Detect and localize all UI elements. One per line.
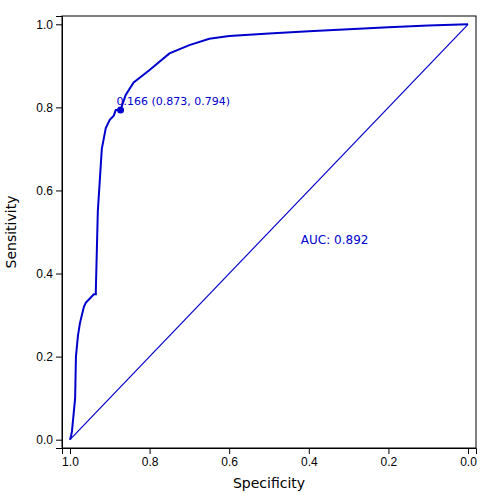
- tick-label: 0.2: [381, 455, 398, 469]
- tick: 0.8: [36, 101, 62, 115]
- tick: 0.8: [142, 448, 159, 469]
- tick: 0.4: [36, 267, 62, 281]
- tick-mark: [468, 448, 469, 454]
- tick-label: 0.4: [301, 455, 318, 469]
- tick-label: 1.0: [36, 18, 53, 32]
- y-axis: 0.0 0.2 0.4 0.6 0.8 1.0: [36, 17, 62, 449]
- tick-mark: [56, 24, 62, 25]
- tick: 0.4: [301, 448, 318, 469]
- tick-label: 0.6: [36, 184, 53, 198]
- roc-curve: [70, 24, 468, 439]
- tick: 1.0: [36, 18, 62, 32]
- tick-label: 0.8: [142, 455, 159, 469]
- tick-label: 0.6: [221, 455, 238, 469]
- tick: 1.0: [62, 448, 79, 469]
- y-axis-title: Sensitivity: [3, 196, 19, 269]
- tick-label: 0.0: [460, 455, 477, 469]
- plot-frame: [62, 16, 476, 448]
- tick-label: 0.0: [36, 433, 53, 447]
- tick: 0.2: [381, 448, 398, 469]
- tick-label: 1.0: [62, 455, 79, 469]
- x-axis-title: Specificity: [233, 475, 305, 491]
- tick-mark: [388, 448, 389, 454]
- annotations: 0.166 (0.873, 0.794) AUC: 0.892: [117, 95, 369, 247]
- tick-mark: [56, 357, 62, 358]
- tick-mark: [56, 190, 62, 191]
- tick-mark: [56, 274, 62, 275]
- annotation: 0.166 (0.873, 0.794): [117, 95, 231, 108]
- tick-mark: [309, 448, 310, 454]
- tick-label: 0.2: [36, 350, 53, 364]
- tick: 0.6: [221, 448, 238, 469]
- tick: 0.2: [36, 350, 62, 364]
- marks: [70, 24, 468, 439]
- tick: 0.0: [36, 433, 62, 447]
- tick-mark: [56, 107, 62, 108]
- tick-label: 0.8: [36, 101, 53, 115]
- tick: 0.6: [36, 184, 62, 198]
- axis-line: [63, 449, 477, 455]
- tick-mark: [150, 448, 151, 454]
- tick: 0.0: [460, 448, 477, 469]
- tick-label: 0.4: [36, 267, 53, 281]
- annotation: AUC: 0.892: [301, 233, 369, 247]
- tick-mark: [229, 448, 230, 454]
- tick-mark: [56, 440, 62, 441]
- plot: 1.0 0.8 0.6 0.4 0.2 0.0 0.0 0.2 0.4 0.6 0.8 1.0 0.16…: [36, 16, 477, 469]
- tick-mark: [70, 448, 71, 454]
- reference-line: [70, 24, 468, 439]
- x-axis: 1.0 0.8 0.6 0.4 0.2 0.0: [62, 448, 477, 469]
- chart: 1.0 0.8 0.6 0.4 0.2 0.0 0.0 0.2 0.4 0.6 0.8 1.0 0.16…: [0, 0, 498, 500]
